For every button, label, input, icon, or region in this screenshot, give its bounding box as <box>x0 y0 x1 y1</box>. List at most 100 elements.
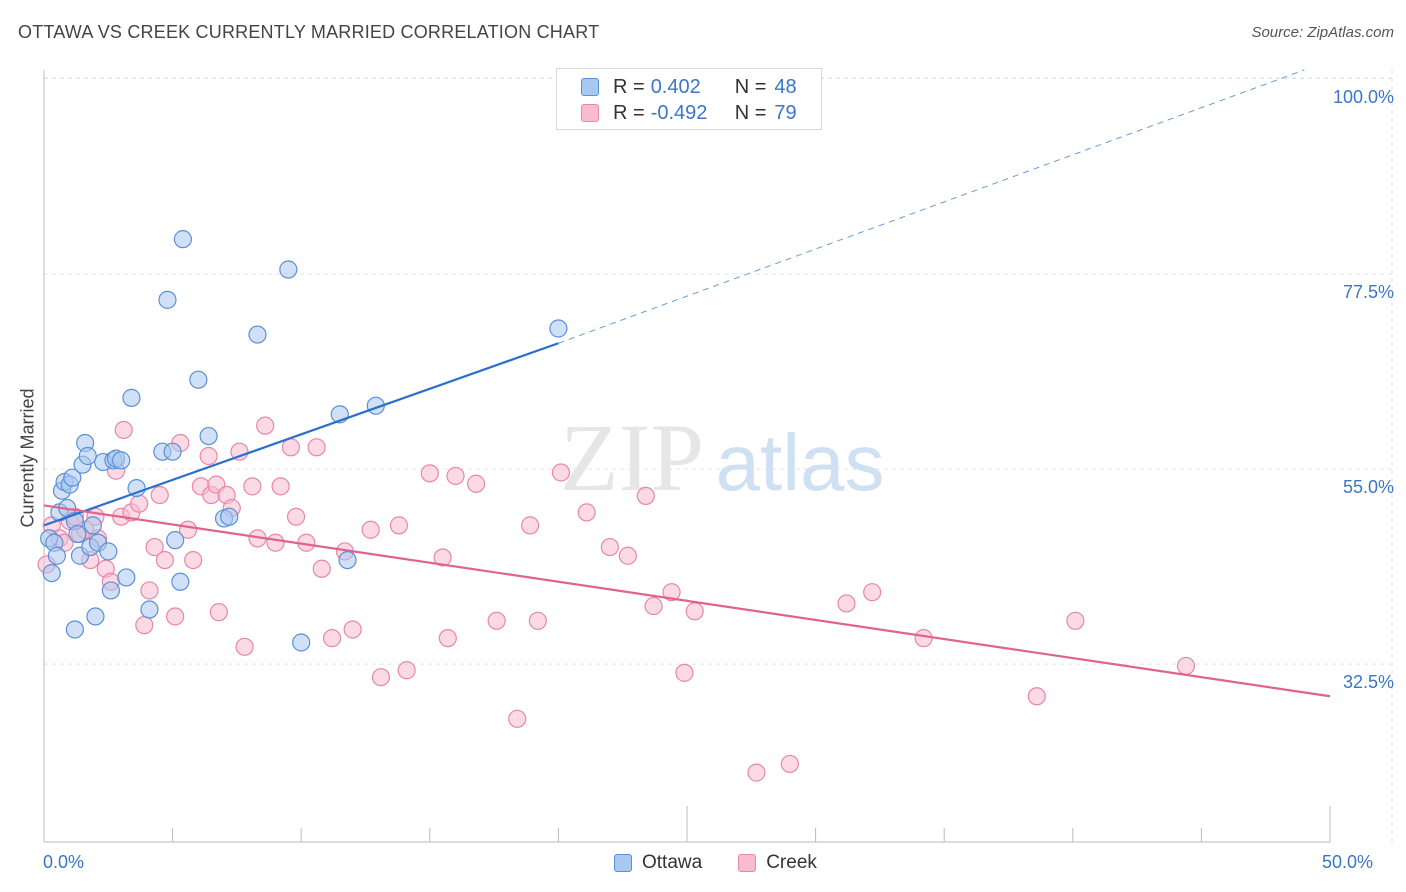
ottawa-point <box>63 468 82 487</box>
creek-point <box>863 583 882 602</box>
y-tick-label-55: 55.0% <box>1342 477 1394 497</box>
ottawa-point <box>158 290 177 309</box>
creek-point <box>914 629 933 648</box>
ottawa-point <box>199 426 218 446</box>
creek-point <box>199 446 218 466</box>
y-tick-label-100: 100.0% <box>1332 86 1394 107</box>
ottawa-point <box>42 564 61 583</box>
ottawa-point <box>292 633 311 652</box>
ottawa-point <box>83 516 102 535</box>
gridlines <box>44 70 1393 842</box>
ottawa-point <box>65 620 84 639</box>
creek-point <box>140 581 159 600</box>
creek-point <box>662 583 681 602</box>
r-label: R = <box>613 101 645 124</box>
creek-swatch <box>738 854 757 872</box>
ottawa-point <box>171 572 190 591</box>
ottawa-trend-extension <box>558 69 1305 344</box>
creek-point <box>371 668 391 687</box>
ottawa-point <box>122 388 141 407</box>
creek-point <box>508 709 527 728</box>
watermark: ZIP atlas <box>560 404 884 511</box>
creek-point <box>1066 611 1085 630</box>
ottawa-point <box>220 507 239 526</box>
creek-point <box>1027 687 1046 706</box>
creek-point <box>343 620 362 639</box>
creek-point <box>114 420 133 440</box>
ottawa-trend-line <box>43 342 559 527</box>
creek-trend-line <box>43 504 1331 698</box>
creek-point <box>618 546 637 565</box>
ottawa-point <box>248 325 267 344</box>
x-tick-label-min: 0.0% <box>43 852 85 872</box>
creek-point <box>397 661 416 680</box>
creek-point <box>312 559 331 578</box>
creek-point <box>685 602 704 621</box>
creek-point <box>577 503 596 522</box>
y-tick-label-32-5: 32.5% <box>1342 672 1394 693</box>
ottawa-point <box>338 550 357 570</box>
n-label: N = <box>734 101 767 124</box>
x-tick-label-max: 50.0% <box>1322 852 1374 872</box>
ottawa-point <box>78 446 97 466</box>
source-credit: Source: ZipAtlas.com <box>1251 24 1394 41</box>
ottawa-point <box>549 319 568 338</box>
creek-point <box>644 596 663 616</box>
y-tick-label-77-5: 77.5% <box>1342 281 1394 302</box>
chart-title: OTTAWA VS CREEK CURRENTLY MARRIED CORREL… <box>18 22 600 42</box>
ottawa-swatch <box>581 78 599 96</box>
creek-point <box>675 663 694 682</box>
r-value-creek: -0.492 <box>650 101 708 124</box>
creek-point <box>155 550 174 570</box>
creek-point <box>235 637 254 656</box>
creek-point <box>256 416 275 435</box>
legend-row-ottawa: R = 0.402 N = 48 <box>581 74 797 100</box>
ottawa-point <box>86 607 105 626</box>
ottawa-series <box>40 230 568 652</box>
ottawa-point <box>140 600 159 619</box>
creek-point <box>389 516 409 535</box>
creek-point <box>166 607 185 626</box>
n-value-creek: 79 <box>774 101 797 124</box>
ottawa-point <box>173 230 192 249</box>
n-label: N = <box>734 75 767 98</box>
creek-point <box>420 464 439 483</box>
creek-point <box>271 477 290 496</box>
ottawa-swatch <box>614 854 632 872</box>
creek-point <box>361 520 380 539</box>
ottawa-point <box>279 260 298 279</box>
creek-point <box>466 474 486 493</box>
correlation-legend: R = 0.402 N = 48 R = -0.492 N = 79 <box>556 68 822 130</box>
trend-lines <box>43 69 1331 698</box>
creek-point <box>837 594 856 613</box>
legend-row-creek: R = -0.492 N = 79 <box>581 100 797 126</box>
creek-point <box>528 611 547 630</box>
creek-point <box>551 463 571 482</box>
r-label: R = <box>613 75 645 98</box>
creek-point <box>266 533 285 552</box>
creek-point <box>322 629 342 648</box>
creek-point <box>780 754 799 774</box>
creek-point <box>747 763 766 782</box>
creek-point <box>433 548 452 567</box>
creek-point <box>286 507 306 526</box>
ottawa-point <box>117 568 136 587</box>
ottawa-point <box>47 546 66 565</box>
r-value-ottawa: 0.402 <box>650 75 701 98</box>
ottawa-point <box>112 451 131 470</box>
legend-item-ottawa[interactable]: Ottawa <box>614 852 702 874</box>
ottawa-point <box>189 370 208 389</box>
creek-series <box>37 416 1196 782</box>
creek-point <box>230 442 249 461</box>
watermark-atlas: atlas <box>716 418 885 507</box>
creek-point <box>1176 656 1196 676</box>
creek-swatch <box>581 104 599 122</box>
creek-point <box>521 516 540 535</box>
legend-label-creek: Creek <box>766 852 817 873</box>
series-legend: Ottawa Creek <box>614 852 853 874</box>
legend-item-creek[interactable]: Creek <box>738 852 817 874</box>
creek-point <box>307 438 326 457</box>
watermark-zip: ZIP <box>560 404 704 511</box>
ottawa-point <box>166 531 185 550</box>
